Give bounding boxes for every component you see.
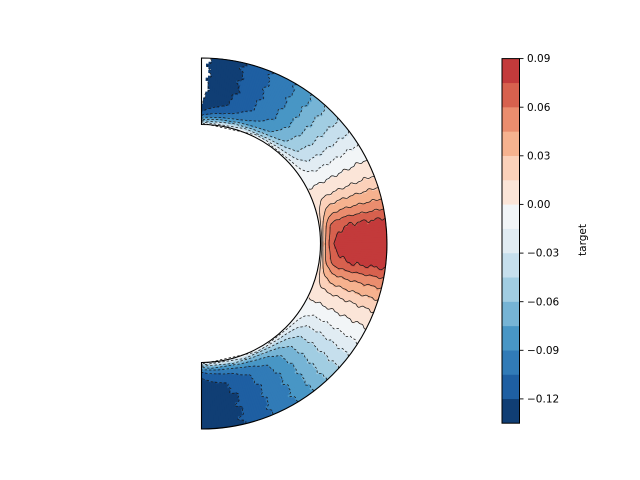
colorbar-block <box>502 58 520 84</box>
colorbar-block <box>502 277 520 302</box>
colorbar-block <box>502 179 520 205</box>
colorbar-tick-label: −0.03 <box>527 248 559 260</box>
colorbar-block <box>502 204 520 229</box>
colorbar-tick-label: 0.09 <box>527 53 550 65</box>
colorbar-tick-label: 0.03 <box>527 150 550 162</box>
colorbar-tick-label: −0.06 <box>527 296 559 308</box>
colorbar-block <box>502 131 520 156</box>
colorbar-tick-label: 0.06 <box>527 102 551 114</box>
colorbar-outline <box>501 58 520 424</box>
colorbar: 0.09 0.06 0.03 0.00 −0.03 −0.06 −0.09 −0.12 <box>501 53 559 424</box>
colorbar-block <box>502 325 520 351</box>
colorbar-tick-label: −0.12 <box>527 394 559 406</box>
colorbar-block <box>502 107 520 132</box>
colorbar-block <box>502 350 520 375</box>
colorbar-block <box>502 228 520 254</box>
colorbar-block <box>502 252 520 278</box>
colorbar-block <box>502 398 520 424</box>
colorbar-block <box>502 82 520 108</box>
colorbar-block <box>502 301 520 327</box>
polar-axes-outline <box>200 57 388 430</box>
colorbar-label: target <box>577 224 589 256</box>
colorbar-block <box>502 374 520 400</box>
colorbar-block <box>502 155 520 181</box>
colorbar-tick-label: −0.09 <box>527 345 559 357</box>
contour-bands <box>200 57 388 430</box>
contour-lines <box>201 58 386 424</box>
colorbar-tick-label: 0.00 <box>527 199 550 211</box>
